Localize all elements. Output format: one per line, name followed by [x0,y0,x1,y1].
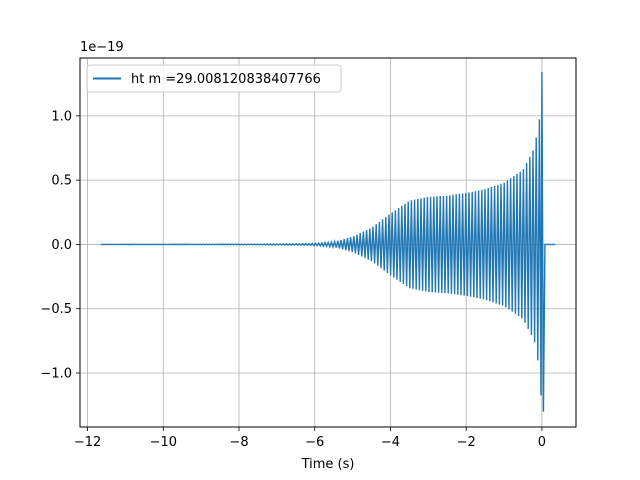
x-tick-label: −4 [381,435,400,450]
x-tick-label: 0 [538,435,546,450]
x-tick-label: −2 [457,435,476,450]
legend: ht m =29.008120838407766 [86,64,342,93]
legend-entry-label: ht m =29.008120838407766 [131,72,321,87]
x-tick-label: −10 [150,435,177,450]
x-axis-label: Time (s) [301,457,355,472]
y-tick-label: −1.0 [40,367,72,382]
series-line-ht [100,72,556,412]
y-offset-label: 1e−19 [80,40,124,55]
legend-box [86,64,342,93]
plot-area [100,72,556,412]
y-tick-label: 0.5 [51,174,72,189]
y-tick-label: 0.0 [51,238,72,253]
x-axis-ticks: −12 −10 −8 −6 −4 −2 0 [74,427,546,450]
axes-frame [79,57,577,428]
x-tick-label: −8 [229,435,248,450]
x-tick-label: −6 [305,435,324,450]
y-tick-label: 1.0 [51,109,72,124]
y-tick-label: −0.5 [40,302,72,317]
x-tick-label: −12 [74,435,101,450]
y-axis-ticks: −1.0 −0.5 0.0 0.5 1.0 [40,109,80,382]
